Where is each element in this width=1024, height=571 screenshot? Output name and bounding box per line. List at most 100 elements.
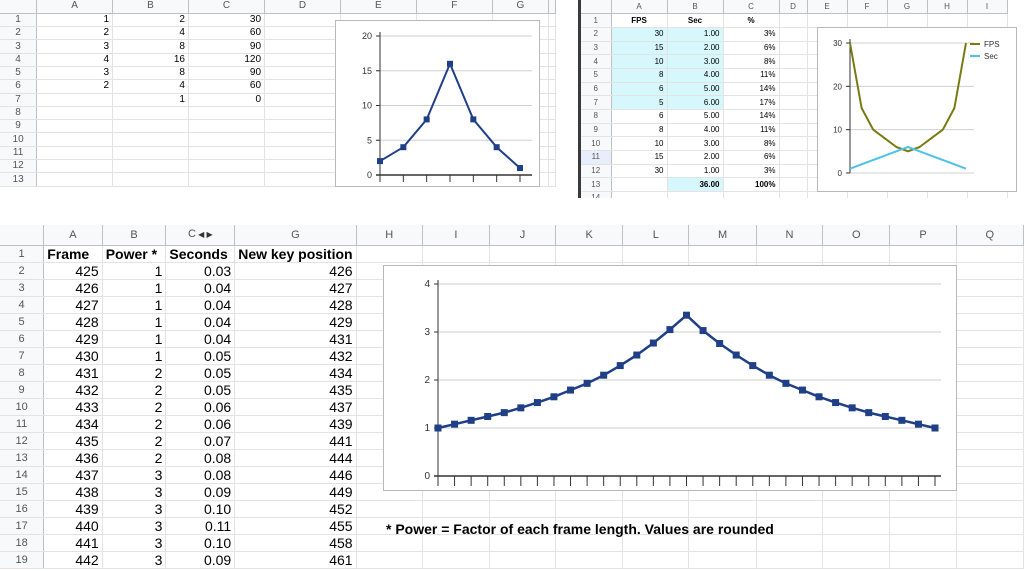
cell[interactable] (555, 551, 624, 569)
header-cell[interactable]: FPS (611, 13, 668, 28)
cell[interactable] (688, 534, 757, 552)
row-header[interactable]: 9 (0, 119, 38, 134)
cell[interactable] (889, 551, 957, 569)
cell[interactable] (889, 517, 957, 535)
cell[interactable]: 3 (102, 517, 167, 535)
cell[interactable]: 2 (36, 26, 114, 41)
cell[interactable] (489, 245, 557, 263)
cell[interactable]: 1 (36, 13, 114, 28)
row-header[interactable]: 13 (581, 177, 612, 193)
row-header[interactable]: 9 (0, 381, 45, 399)
cell[interactable]: 1 (102, 313, 167, 331)
cell[interactable] (688, 517, 757, 535)
row-header[interactable]: 8 (581, 109, 612, 124)
cell[interactable] (548, 159, 556, 174)
cell[interactable] (36, 172, 114, 187)
row-header[interactable]: 10 (0, 398, 45, 416)
cell[interactable]: 2 (36, 79, 114, 94)
cell[interactable] (548, 172, 556, 187)
cell[interactable] (779, 95, 808, 110)
cell[interactable]: 60 (188, 26, 266, 41)
cell[interactable]: 455 (234, 517, 357, 535)
cell[interactable] (548, 146, 556, 161)
cell[interactable]: 4.00 (667, 123, 724, 138)
cell[interactable]: 11% (723, 123, 780, 138)
cell[interactable] (956, 381, 1024, 399)
cell[interactable] (548, 79, 556, 94)
cell[interactable] (112, 172, 189, 187)
cell[interactable]: 8% (723, 54, 780, 69)
cell[interactable] (956, 364, 1024, 382)
cell[interactable]: 444 (234, 449, 357, 467)
column-header-m[interactable]: M (688, 225, 757, 246)
row-header[interactable]: 7 (0, 93, 38, 107)
cell[interactable] (356, 500, 423, 518)
cell[interactable]: 14% (723, 82, 780, 97)
header-cell[interactable]: Sec (667, 13, 724, 28)
cell[interactable] (779, 123, 808, 138)
cell[interactable] (956, 398, 1024, 416)
cell[interactable]: 0.10 (165, 534, 236, 552)
cell[interactable] (489, 551, 557, 569)
row-header[interactable]: 6 (581, 82, 612, 97)
cell[interactable]: 11% (723, 68, 780, 83)
cell[interactable] (611, 191, 668, 198)
cell[interactable] (779, 27, 808, 42)
cell[interactable] (956, 279, 1024, 297)
cell[interactable]: 0.06 (165, 398, 236, 416)
cell[interactable] (956, 262, 1024, 280)
header-cell[interactable]: Seconds (165, 245, 236, 263)
cell[interactable]: 1 (102, 279, 167, 297)
cell[interactable] (188, 132, 266, 147)
row-header[interactable]: 8 (0, 364, 45, 382)
cell[interactable] (548, 26, 556, 41)
cell[interactable]: 0.09 (165, 551, 236, 569)
cell[interactable] (887, 13, 928, 28)
cell[interactable] (489, 500, 557, 518)
cell[interactable]: 30 (611, 164, 668, 179)
cell[interactable] (264, 146, 341, 161)
cell[interactable]: 431 (43, 364, 103, 382)
column-header-b[interactable]: B (667, 0, 724, 15)
cell[interactable]: 427 (43, 296, 103, 314)
cell[interactable] (688, 551, 757, 569)
cell[interactable]: 2 (112, 13, 189, 28)
cell[interactable]: 2 (102, 398, 167, 416)
cell[interactable]: 15 (611, 150, 668, 165)
cell[interactable] (956, 296, 1024, 314)
cell[interactable]: 441 (43, 534, 103, 552)
cell[interactable] (887, 191, 928, 198)
cell[interactable]: 0.09 (165, 483, 236, 501)
cell[interactable] (779, 164, 808, 179)
cell[interactable]: 2.00 (667, 41, 724, 56)
cell[interactable]: 2 (102, 364, 167, 382)
cell[interactable] (36, 146, 114, 161)
cell[interactable] (622, 534, 690, 552)
cell[interactable] (264, 39, 341, 54)
cell[interactable]: 434 (234, 364, 357, 382)
cell[interactable] (822, 534, 891, 552)
cell[interactable] (822, 500, 891, 518)
row-header[interactable]: 13 (0, 449, 45, 467)
cell[interactable] (264, 159, 341, 174)
cell[interactable]: 0.04 (165, 313, 236, 331)
chart-top-right[interactable]: 0 10 20 30 FPS Sec (817, 27, 1017, 192)
row-header[interactable]: 4 (0, 296, 45, 314)
column-header-c[interactable]: C (723, 0, 780, 15)
column-header-i[interactable]: I (422, 225, 490, 246)
cell[interactable] (548, 132, 556, 147)
cell[interactable]: 426 (234, 262, 357, 280)
cell[interactable] (422, 517, 490, 535)
cell[interactable] (847, 191, 888, 198)
cell[interactable] (36, 93, 114, 107)
cell[interactable]: 3% (723, 164, 780, 179)
column-header-d[interactable]: D (264, 0, 341, 14)
column-header-g[interactable]: G (887, 0, 928, 15)
cell[interactable]: 5.00 (667, 109, 724, 124)
row-header[interactable]: 4 (581, 54, 612, 69)
cell[interactable]: 3 (102, 534, 167, 552)
cell[interactable]: 0.06 (165, 415, 236, 433)
cell[interactable] (555, 500, 624, 518)
cell[interactable]: 1 (102, 347, 167, 365)
cell[interactable]: 429 (234, 313, 357, 331)
